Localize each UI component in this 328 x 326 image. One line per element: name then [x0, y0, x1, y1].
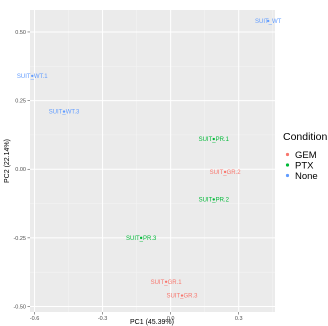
y-axis-ticks: 0.50 0.25 0.00 -0.25 -0.50 — [13, 30, 30, 311]
x-tick-label: 0.0 — [167, 316, 175, 322]
data-point — [223, 170, 227, 174]
point-label: SUIT_WT.1 — [17, 74, 48, 80]
point-label: SUIT_GR.1 — [151, 280, 183, 286]
data-point — [62, 110, 66, 113]
legend-key — [285, 173, 290, 178]
legend-key — [285, 163, 290, 167]
data-point — [266, 19, 270, 23]
legend-label: None — [295, 171, 318, 182]
major-gridlines — [30, 10, 275, 312]
data-point — [212, 137, 215, 141]
x-axis-ticks: -0.6 -0.3 0.0 0.3 — [30, 312, 243, 322]
y-tick-label: 0.00 — [15, 167, 26, 173]
data-point — [139, 236, 143, 240]
x-tick-label: 0.3 — [235, 316, 243, 322]
point-label: SUIT_PR.1 — [199, 137, 230, 143]
y-tick-label: -0.50 — [13, 305, 26, 311]
data-points — [31, 19, 270, 297]
legend-label: PTX — [295, 161, 314, 172]
legend-label: GEM — [295, 150, 317, 161]
point-label: SUIT_PR.3 — [126, 236, 157, 242]
point-labels: SUIT_GR.1 SUIT_GR.2 SUIT_GR.3 SUIT_PR.1 SUIT… — [17, 19, 282, 300]
legend-key — [285, 152, 290, 157]
data-point — [164, 280, 168, 283]
x-tick-label: -0.6 — [30, 316, 39, 322]
minor-gridlines — [30, 10, 275, 312]
point-label: SUIT_GR.2 — [210, 170, 242, 176]
plot-panel — [30, 10, 275, 312]
data-point — [180, 294, 184, 297]
data-point — [31, 74, 34, 78]
point-label: SUIT_PR.2 — [199, 197, 230, 203]
point-label: SUIT_GR.3 — [166, 294, 198, 300]
data-point — [212, 198, 215, 201]
legend-title: Condition — [283, 131, 328, 143]
y-tick-label: 0.25 — [15, 99, 26, 105]
x-axis-title: PC1 (45.39%) — [130, 319, 174, 326]
point-label: SUIT_WT — [255, 19, 282, 25]
y-tick-label: -0.25 — [13, 236, 26, 242]
x-tick-label: -0.3 — [98, 316, 107, 322]
point-label: SUIT_WT.3 — [49, 110, 80, 116]
y-axis-title: PC2 (22.14%) — [4, 139, 11, 183]
y-tick-label: 0.50 — [15, 30, 26, 36]
